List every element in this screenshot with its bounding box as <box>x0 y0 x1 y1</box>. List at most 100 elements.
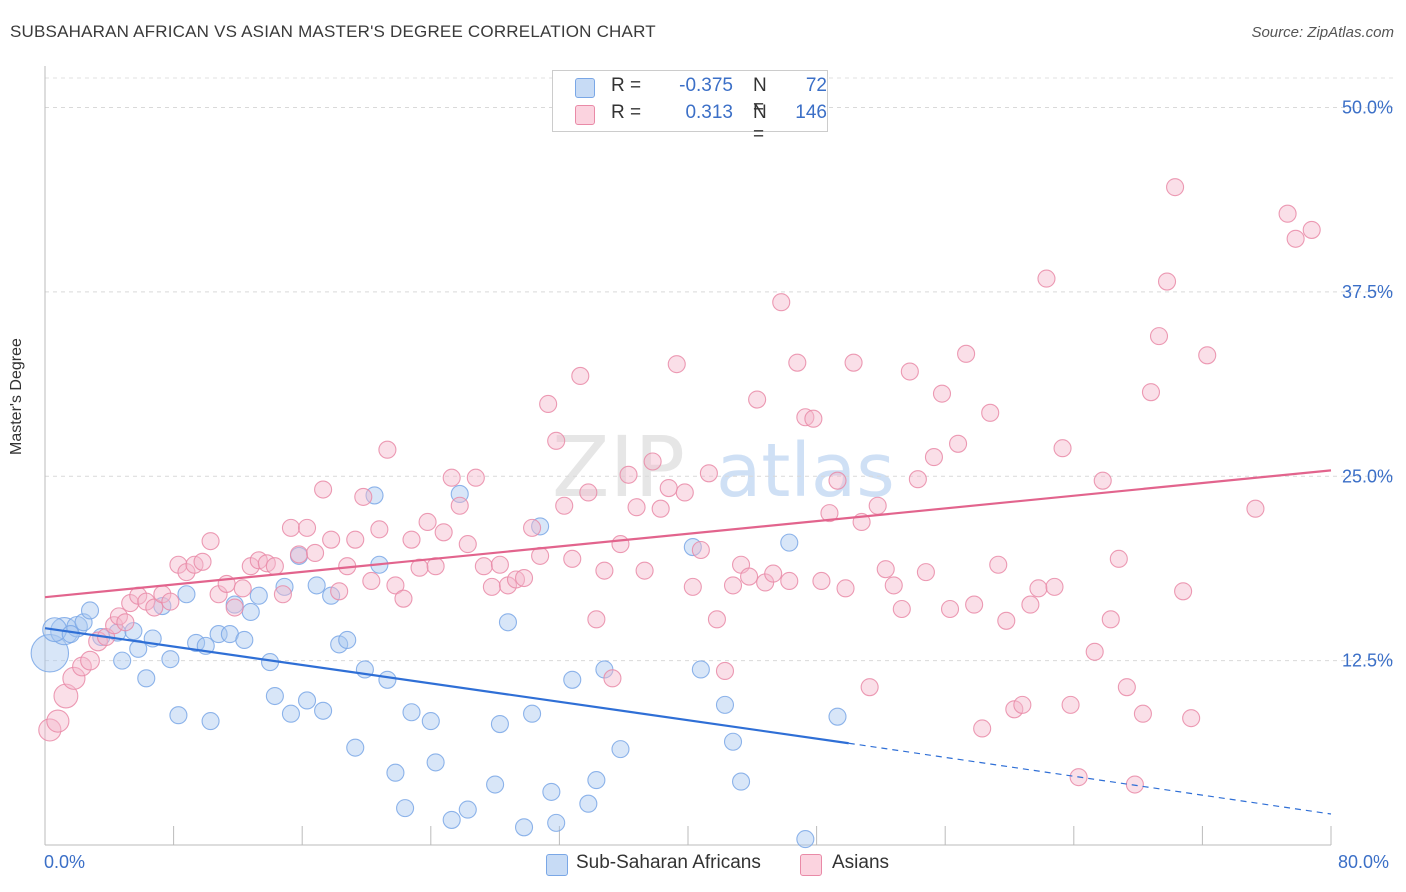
asian-point <box>1061 695 1080 714</box>
asian-point <box>1141 383 1161 402</box>
sub-saharan-point <box>796 830 815 849</box>
sub-saharan-point <box>563 670 582 689</box>
asian-point <box>297 518 317 537</box>
asian-point <box>707 610 726 629</box>
bottom-legend-label-asian: Asians <box>832 852 890 873</box>
asian-point <box>973 719 992 738</box>
asian-point <box>378 440 397 459</box>
asian-point <box>932 384 952 403</box>
asian-point <box>764 564 783 583</box>
sub-saharan-point <box>281 704 300 723</box>
sub-saharan-point <box>780 533 799 552</box>
sub-saharan-point <box>547 813 566 832</box>
legend-r-label: R = <box>611 102 642 123</box>
sub-saharan-point <box>346 738 365 757</box>
asian-point <box>940 599 960 619</box>
asian-point <box>418 512 437 532</box>
asian-point <box>1101 610 1120 629</box>
asian-point <box>434 523 453 542</box>
sub-saharan-point <box>249 586 268 605</box>
asian-point <box>860 678 879 697</box>
asian-point <box>116 613 135 632</box>
asian-points <box>38 178 1321 794</box>
asian-point <box>683 577 702 596</box>
asian-point <box>330 582 349 601</box>
sub-saharan-trend-line <box>44 627 849 745</box>
watermark-zip: ZIP <box>552 418 685 516</box>
sub-saharan-point <box>80 601 100 620</box>
asian-point <box>1053 439 1072 458</box>
sub-saharan-point <box>275 577 294 596</box>
asian-point <box>691 540 710 560</box>
asian-point <box>1246 499 1265 518</box>
sub-saharan-point <box>514 818 534 837</box>
sub-saharan-point <box>378 670 397 689</box>
asian-point <box>281 518 300 537</box>
asian-point <box>1117 678 1136 697</box>
sub-saharan-point <box>402 703 421 722</box>
sub-saharan-point <box>177 585 196 604</box>
sub-saharan-point <box>426 753 445 772</box>
legend-n-label: N = <box>753 75 767 118</box>
asian-point <box>539 394 558 414</box>
asian-point <box>322 530 341 549</box>
asian-point <box>571 366 590 386</box>
asian-point <box>965 595 984 614</box>
asian-point <box>595 561 614 580</box>
y-tick-label: 12.5% <box>1342 651 1393 671</box>
asian-point <box>46 709 70 733</box>
sub-saharan-point <box>201 712 220 731</box>
sub-saharan-point <box>442 810 461 829</box>
asian-point <box>675 483 694 502</box>
asian-point <box>306 543 325 563</box>
asian-point <box>884 576 903 595</box>
asian-point <box>924 448 943 467</box>
asian-point <box>201 532 220 551</box>
asian-point <box>555 496 574 515</box>
sub-saharan-point <box>691 660 710 679</box>
asian-point <box>1093 471 1112 490</box>
asian-point <box>161 592 180 611</box>
watermark: ZIP atlas <box>552 418 895 516</box>
asian-point <box>450 496 469 515</box>
sub-saharan-points <box>30 484 847 849</box>
asian-point <box>1085 642 1104 661</box>
sub-saharan-point <box>297 691 317 710</box>
asian-point <box>908 470 927 489</box>
asian-point <box>1045 577 1064 596</box>
asian-point <box>627 498 646 517</box>
sub-saharan-point <box>74 613 93 632</box>
asian-point <box>547 431 566 450</box>
sub-saharan-point <box>458 800 477 819</box>
asian-point <box>482 577 501 596</box>
asian-point <box>892 599 911 619</box>
asian-point <box>997 611 1016 630</box>
source-label: Source: ZipAtlas.com <box>1251 24 1394 41</box>
bottom-legend-label-sub-saharan: Sub-Saharan Africans <box>576 852 761 873</box>
sub-saharan-point <box>161 650 180 669</box>
asian-point <box>667 355 686 374</box>
asian-point <box>62 666 86 690</box>
asian-point <box>1125 775 1144 794</box>
sub-saharan-point <box>396 799 415 818</box>
asian-point <box>643 452 662 471</box>
asian-point <box>772 293 791 312</box>
asian-point <box>1109 549 1128 568</box>
asian-point <box>563 549 582 568</box>
asian-point <box>603 669 622 688</box>
asian-point <box>876 560 895 579</box>
sub-saharan-point <box>486 775 505 794</box>
asian-point <box>394 589 413 608</box>
asian-point <box>72 656 92 677</box>
asian-point <box>804 409 823 428</box>
asian-point <box>265 557 284 576</box>
sub-saharan-point <box>579 794 598 813</box>
asian-point <box>1157 272 1177 291</box>
sub-saharan-point <box>731 772 751 791</box>
asian-point <box>1037 269 1056 288</box>
asian-point <box>273 585 292 604</box>
asian-point <box>989 555 1008 574</box>
asian-point <box>1149 327 1169 346</box>
asian-point <box>514 568 534 588</box>
